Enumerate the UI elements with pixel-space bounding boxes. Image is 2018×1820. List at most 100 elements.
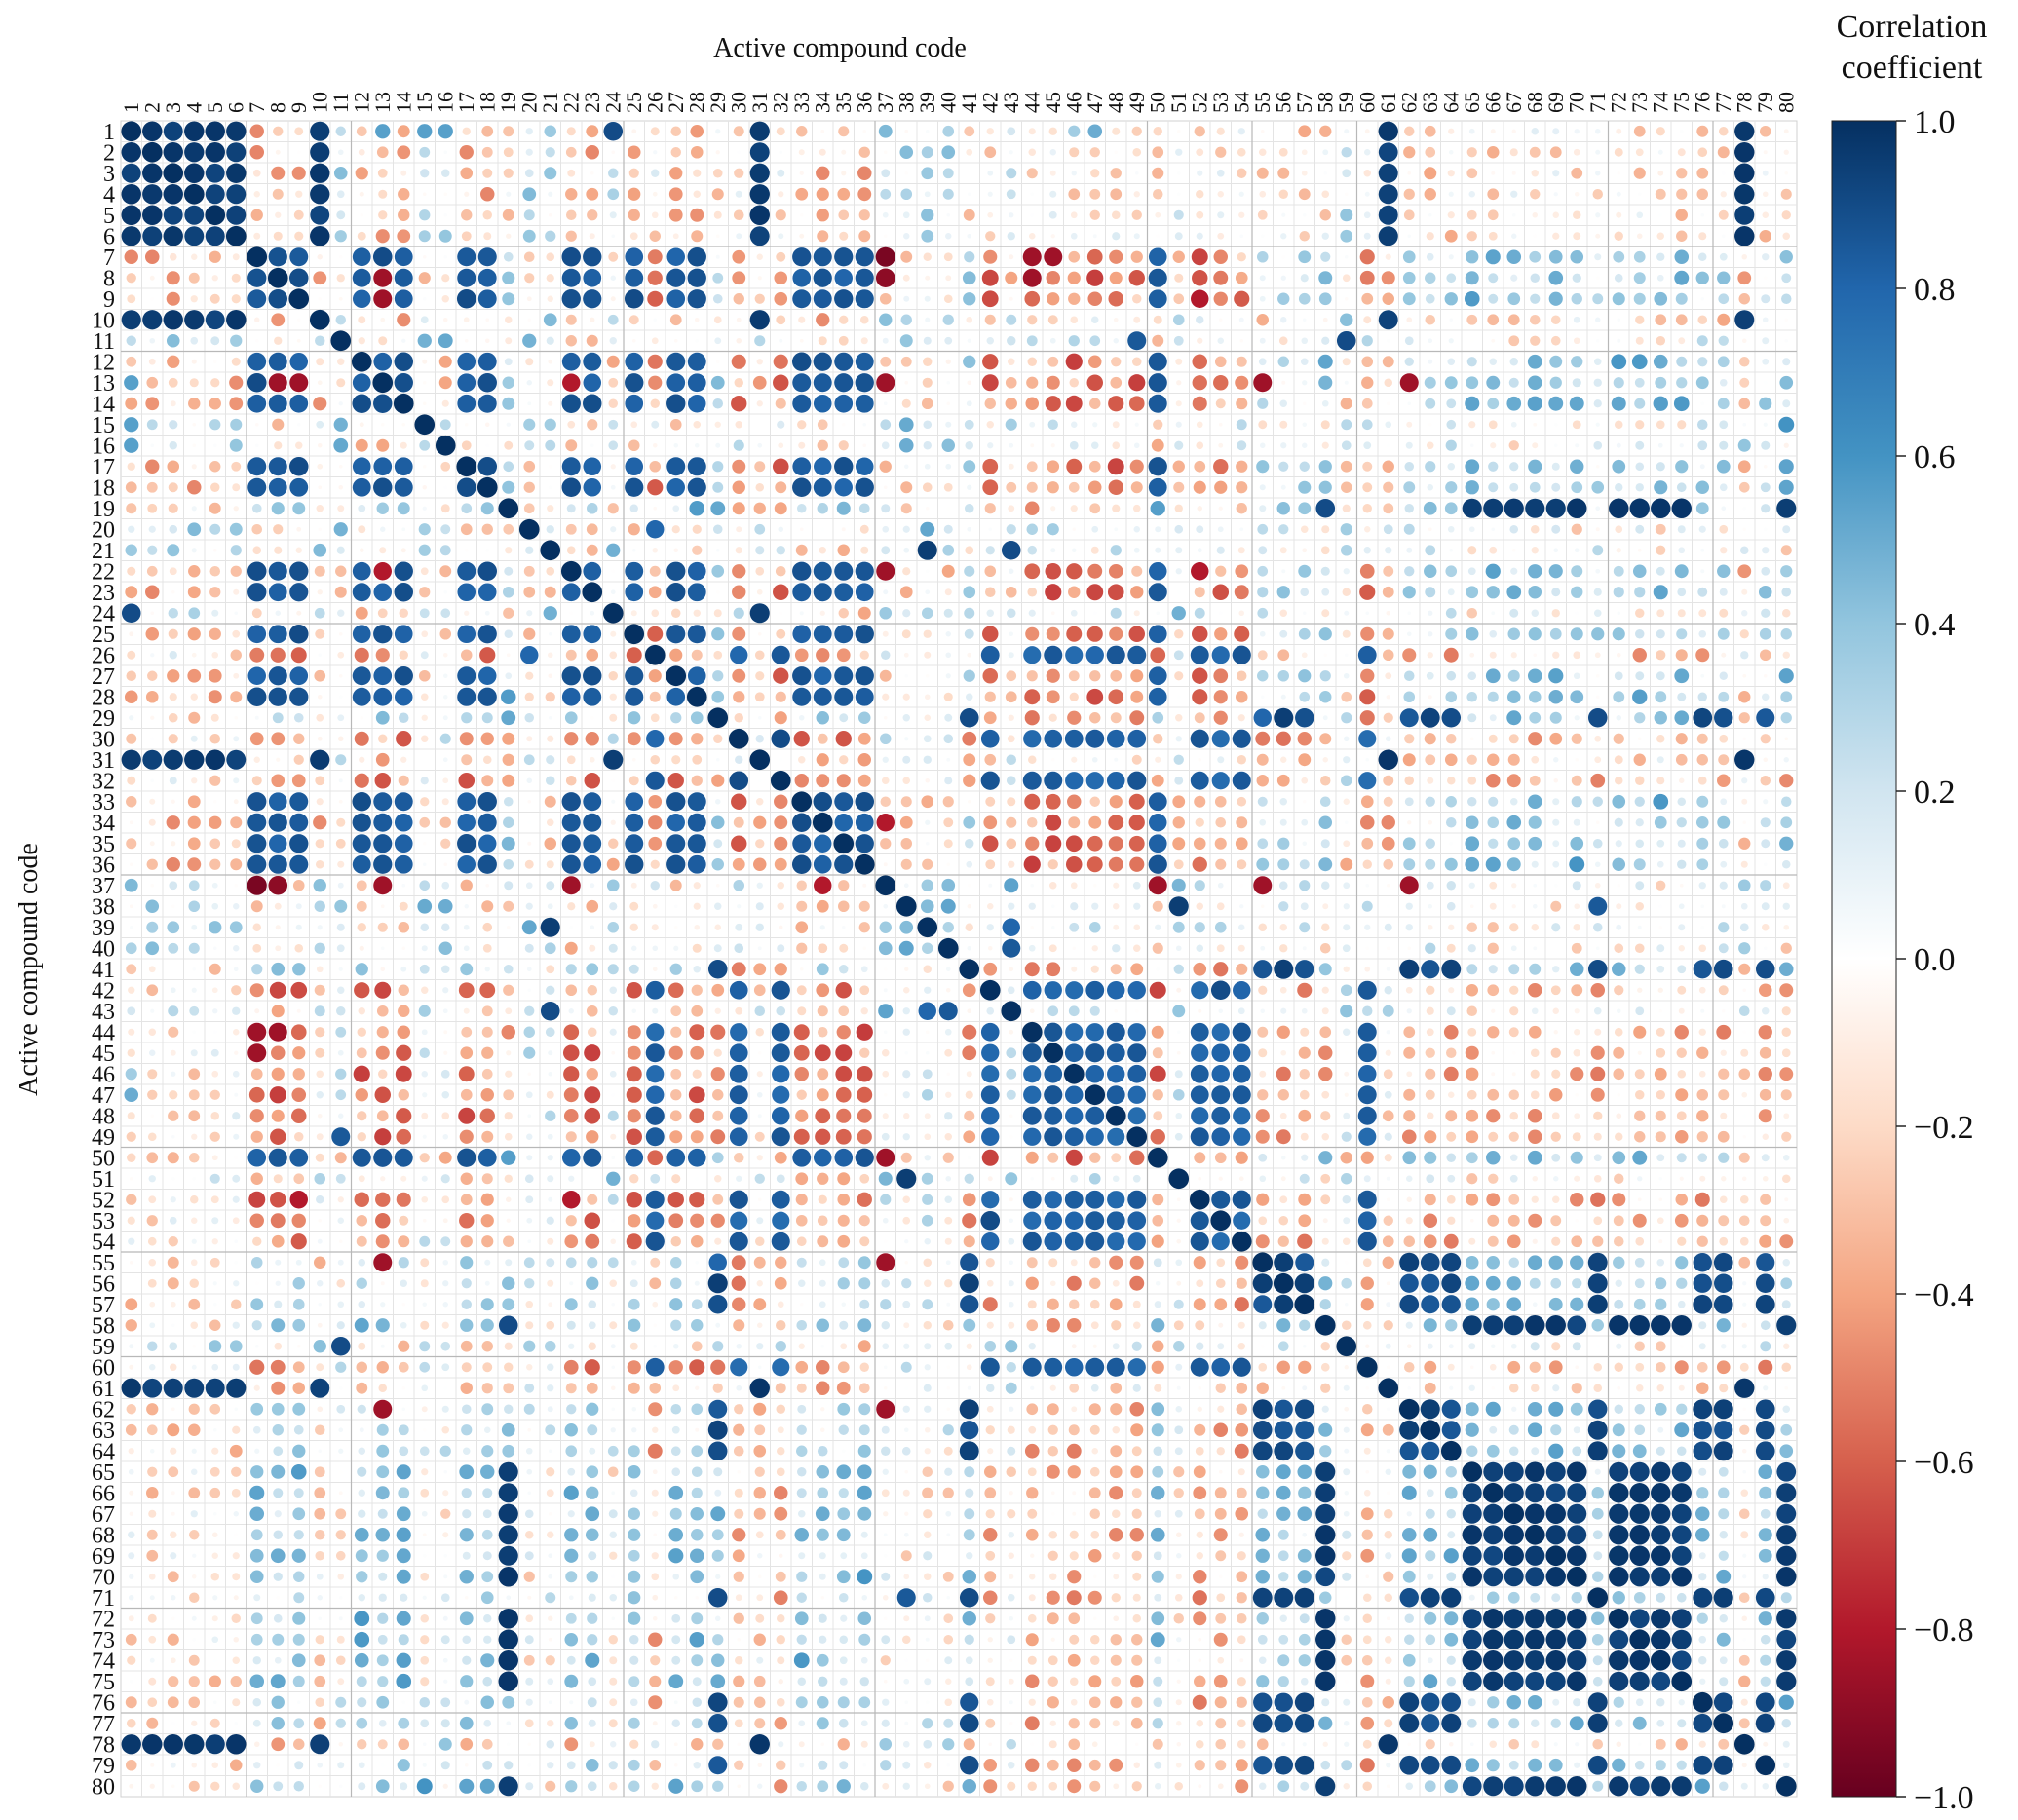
corr-cell-51-57	[1299, 1173, 1310, 1184]
corr-cell-16-68	[1532, 442, 1539, 449]
corr-cell-17-71	[1595, 464, 1600, 469]
corr-cell-48-80	[1783, 1113, 1790, 1119]
corr-cell-42-80	[1779, 983, 1794, 998]
corr-cell-14-38	[901, 398, 911, 408]
corr-cell-32-20	[526, 777, 533, 784]
corr-cell-17-15	[422, 464, 427, 469]
corr-cell-29-68	[1529, 711, 1542, 724]
corr-cell-10-65	[1466, 314, 1478, 325]
corr-cell-58-38	[903, 1322, 910, 1329]
corr-cell-57-16	[442, 1302, 448, 1308]
corr-cell-1-65	[1468, 128, 1475, 134]
corr-cell-30-51	[1175, 736, 1182, 742]
corr-cell-16-71	[1593, 440, 1603, 450]
corr-cell-28-55	[1260, 695, 1265, 700]
corr-cell-16-49	[1133, 442, 1140, 449]
corr-cell-39-68	[1531, 924, 1539, 931]
corr-cell-21-78	[1739, 546, 1749, 555]
corr-cell-13-11	[336, 378, 346, 388]
corr-cell-9-53	[1213, 291, 1228, 306]
corr-cell-11-18	[484, 338, 490, 344]
corr-cell-30-60	[1358, 730, 1377, 748]
corr-cell-22-74	[1656, 566, 1665, 576]
corr-cell-1-55	[1260, 129, 1265, 133]
corr-cell-13-63	[1424, 376, 1436, 389]
corr-cell-15-32	[777, 420, 785, 429]
corr-cell-36-53	[1215, 858, 1227, 870]
corr-cell-27-50	[1148, 666, 1167, 686]
corr-cell-26-62	[1402, 648, 1417, 663]
corr-cell-45-11	[337, 1049, 344, 1056]
corr-cell-10-13	[380, 317, 386, 322]
corr-cell-24-58	[1321, 609, 1330, 618]
corr-cell-14-6	[229, 397, 244, 411]
corr-cell-1-54	[1237, 128, 1245, 135]
corr-cell-11-28	[695, 338, 700, 343]
corr-cell-33-58	[1319, 796, 1331, 808]
corr-cell-17-12	[352, 457, 371, 476]
corr-cell-5-44	[1030, 212, 1035, 217]
corr-cell-30-52	[1190, 729, 1209, 748]
corr-cell-15-65	[1468, 421, 1476, 429]
corr-cell-22-71	[1595, 568, 1601, 574]
corr-cell-15-72	[1614, 420, 1623, 430]
corr-cell-41-77	[1713, 959, 1733, 979]
corr-cell-31-11	[335, 754, 347, 766]
corr-cell-57-67	[1506, 1297, 1522, 1312]
corr-cell-8-68	[1530, 273, 1540, 283]
corr-cell-52-25	[626, 1191, 643, 1208]
corr-cell-49-37	[881, 1132, 890, 1141]
corr-cell-53-54	[1233, 1211, 1251, 1230]
corr-cell-38-49	[1133, 902, 1141, 910]
corr-cell-57-71	[1587, 1294, 1608, 1314]
corr-cell-53-78	[1738, 1215, 1750, 1227]
corr-cell-27-15	[418, 669, 431, 682]
corr-cell-53-5	[211, 1217, 219, 1225]
corr-cell-27-10	[314, 669, 326, 682]
corr-cell-45-16	[443, 1050, 448, 1055]
corr-cell-14-53	[1215, 398, 1226, 409]
corr-cell-56-13	[380, 1281, 385, 1286]
corr-cell-26-37	[881, 650, 891, 660]
corr-cell-12-50	[1148, 352, 1167, 371]
corr-cell-36-32	[774, 857, 787, 871]
corr-cell-27-42	[982, 667, 999, 684]
corr-cell-6-67	[1511, 233, 1517, 239]
corr-cell-50-13	[373, 1148, 393, 1167]
corr-cell-5-71	[1595, 212, 1601, 218]
corr-cell-28-3	[169, 693, 177, 701]
corr-cell-12-43	[1008, 358, 1015, 365]
corr-cell-2-7	[249, 144, 265, 160]
corr-cell-3-46	[1071, 171, 1077, 176]
corr-cell-58-9	[292, 1318, 306, 1332]
corr-cell-47-18	[480, 1088, 494, 1102]
corr-cell-24-66	[1491, 611, 1496, 616]
corr-cell-14-15	[422, 401, 427, 406]
corr-cell-42-33	[796, 985, 807, 996]
corr-cell-22-42	[984, 565, 997, 578]
corr-cell-13-23	[583, 373, 602, 393]
corr-cell-59-80	[1782, 1343, 1790, 1350]
corr-cell-41-19	[503, 964, 514, 974]
corr-cell-18-58	[1318, 480, 1332, 494]
corr-cell-10-35	[839, 315, 849, 324]
corr-cell-13-74	[1655, 376, 1667, 389]
corr-cell-16-20	[524, 440, 535, 451]
corr-cell-2-54	[1237, 147, 1246, 157]
corr-cell-55-12	[358, 1258, 366, 1267]
corr-cell-48-70	[1574, 1113, 1580, 1119]
corr-cell-60-6	[232, 1363, 240, 1371]
corr-cell-55-75	[1675, 1256, 1689, 1270]
corr-cell-40-58	[1319, 942, 1331, 954]
corr-cell-45-52	[1191, 1043, 1209, 1062]
corr-cell-20-12	[358, 525, 366, 534]
corr-cell-49-15	[422, 1134, 427, 1139]
corr-cell-42-30	[729, 980, 748, 1000]
corr-cell-4-23	[586, 187, 599, 201]
corr-cell-2-78	[1734, 142, 1755, 163]
corr-cell-60-77	[1716, 1360, 1731, 1375]
corr-cell-23-10	[317, 589, 323, 595]
corr-cell-28-80	[1780, 691, 1793, 703]
corr-cell-49-55	[1255, 1129, 1270, 1144]
corr-cell-24-36	[857, 606, 871, 620]
